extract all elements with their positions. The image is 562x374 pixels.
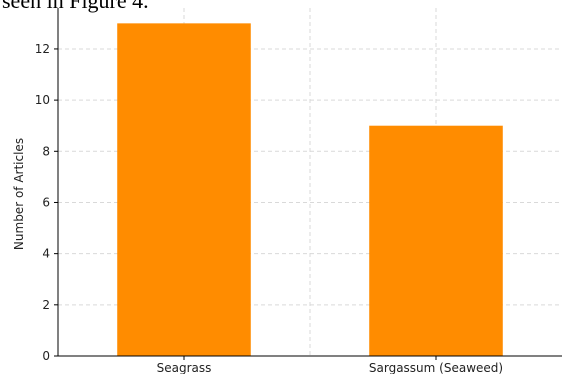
bars	[117, 23, 503, 357]
y-axis-ticks: 0 2 4 6 8 10 12	[35, 42, 58, 363]
x-tick-label: Seagrass	[157, 361, 212, 374]
bar-sargassum-seaweed	[369, 125, 503, 357]
x-tick-label: Sargassum (Seaweed)	[369, 361, 503, 374]
bar-seagrass	[117, 23, 251, 357]
y-tick-label: 4	[42, 247, 50, 261]
axes	[57, 8, 562, 357]
y-tick-label: 10	[35, 93, 50, 107]
y-tick-label: 8	[42, 144, 50, 158]
y-tick-label: 12	[35, 42, 50, 56]
x-axis-ticks: Seagrass Sargassum (Seaweed)	[157, 356, 503, 374]
y-tick-label: 2	[42, 298, 50, 312]
figure-caption: seen in Figure 4.	[2, 0, 149, 13]
y-tick-label: 6	[42, 195, 50, 209]
y-tick-label: 0	[42, 349, 50, 363]
y-axis-label: Number of Articles	[12, 138, 26, 250]
